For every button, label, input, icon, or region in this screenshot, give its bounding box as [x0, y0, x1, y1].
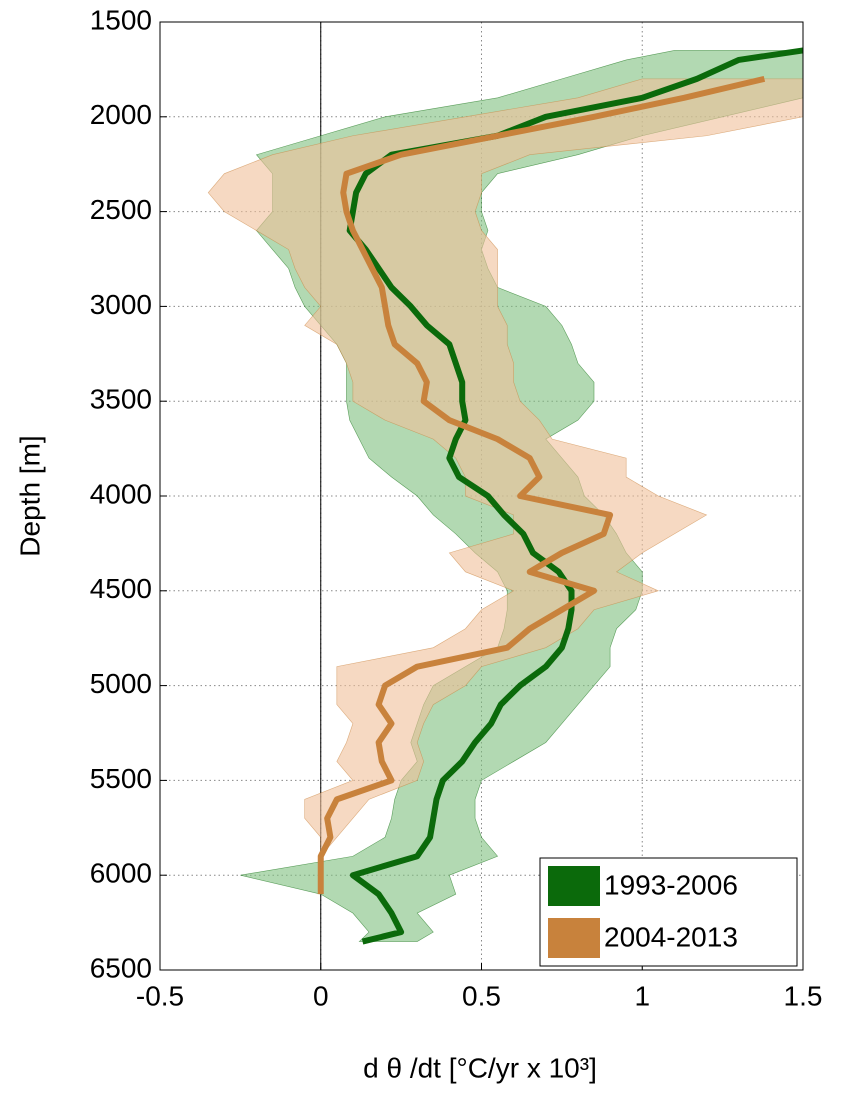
series-line: [346, 47, 804, 945]
plot-frame: [159, 21, 804, 971]
legend-label: 2004-2013: [604, 921, 738, 952]
y-tick-label: 5500: [90, 763, 152, 794]
y-tick-label: 5000: [90, 668, 152, 699]
plot: [207, 47, 804, 945]
x-tick-label: 0.5: [462, 980, 501, 1011]
legend-swatch: [548, 918, 600, 958]
axes: -0.5 0 0.5 1 1.5 1500 2000 2500 3000 3500 4000 4500…: [90, 4, 823, 1011]
legend-swatch: [548, 866, 600, 906]
y-tick-label: 4500: [90, 573, 152, 604]
y-tick-label: 3000: [90, 289, 152, 320]
legend: 1993-2006 2004-2013: [539, 857, 798, 967]
y-axis-label: Depth [m]: [14, 435, 45, 556]
legend-label: 1993-2006: [604, 869, 738, 900]
uncertainty-band: [207, 78, 804, 895]
x-axis-label: d θ /dt [°C/yr x 10³]: [363, 1052, 597, 1083]
x-tick-label: 1.5: [784, 980, 823, 1011]
y-tick-label: 2500: [90, 194, 152, 225]
y-tick-label: 4000: [90, 478, 152, 509]
x-tick-label: 1: [634, 980, 650, 1011]
y-tick-label: 6000: [90, 858, 152, 889]
y-tick-label: 6500: [90, 952, 152, 983]
x-tick-label: -0.5: [136, 980, 184, 1011]
x-tick-label: 0: [313, 980, 329, 1011]
y-tick-label: 3500: [90, 384, 152, 415]
y-tick-label: 2000: [90, 99, 152, 130]
series-line: [317, 75, 766, 895]
y-tick-label: 1500: [90, 4, 152, 35]
